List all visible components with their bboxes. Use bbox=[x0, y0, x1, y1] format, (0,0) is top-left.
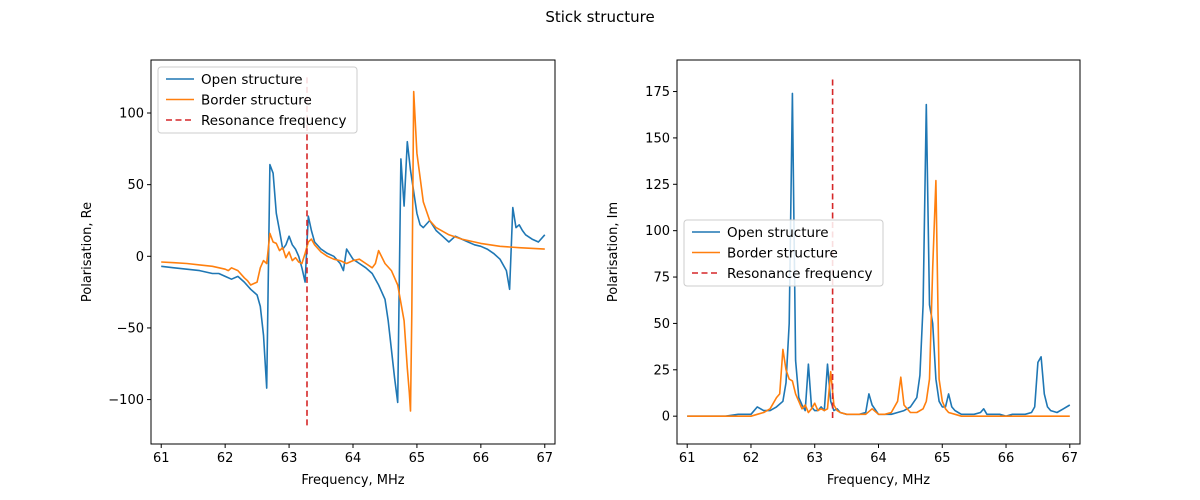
x-tick-label: 65 bbox=[409, 451, 426, 466]
x-tick-label: 63 bbox=[281, 451, 298, 466]
legend-box bbox=[157, 66, 358, 134]
y-tick-label: 75 bbox=[653, 271, 670, 286]
x-tick-label: 63 bbox=[806, 451, 823, 466]
x-tick-label: 64 bbox=[870, 451, 887, 466]
legend-label-1: Border structure bbox=[201, 93, 312, 109]
chart-right-imag: 61 62 63 64 65 66 67 0 25 50 75 100 125 150 175 Frequen… bbox=[606, 59, 1081, 488]
x-axis-label: Frequency, MHz bbox=[827, 473, 930, 488]
figure-title: Stick structure bbox=[545, 8, 654, 26]
series-line-1 bbox=[161, 90, 545, 412]
x-tick-label: 67 bbox=[536, 451, 553, 466]
y-axis-label: Polarisation, Im bbox=[606, 202, 621, 302]
chart-left-real: 61 62 63 64 65 66 67 −100 −50 0 50 100 Frequency, MH… bbox=[80, 59, 556, 488]
x-tick-label: 66 bbox=[473, 451, 490, 466]
legend-box bbox=[683, 219, 884, 287]
x-tick-label: 67 bbox=[1062, 451, 1079, 466]
y-axis-label: Polarisation, Re bbox=[80, 202, 95, 302]
y-tick-label: 0 bbox=[136, 250, 144, 265]
x-tick-label: 61 bbox=[679, 451, 696, 466]
x-tick-label: 66 bbox=[998, 451, 1015, 466]
y-tick-label: 0 bbox=[662, 410, 670, 425]
legend-label-0: Open structure bbox=[727, 225, 829, 241]
y-tick-label: 100 bbox=[119, 107, 144, 122]
x-tick-label: 62 bbox=[743, 451, 760, 466]
legend: Open structure Border structure Resonance … bbox=[157, 66, 358, 134]
series-line-1 bbox=[687, 179, 1070, 418]
y-tick-label: −100 bbox=[108, 393, 144, 408]
y-tick-label: 175 bbox=[645, 85, 670, 100]
x-axis-label: Frequency, MHz bbox=[301, 473, 404, 488]
y-tick-label: 125 bbox=[645, 178, 670, 193]
legend-label-0: Open structure bbox=[201, 72, 303, 88]
y-tick-label: 25 bbox=[653, 363, 670, 378]
y-tick-label: −50 bbox=[117, 321, 144, 336]
series-line-0 bbox=[161, 140, 546, 404]
x-tick-label: 62 bbox=[217, 451, 234, 466]
y-tick-label: 50 bbox=[127, 178, 144, 193]
legend-label-2: Resonance frequency bbox=[201, 113, 347, 129]
legend-label-1: Border structure bbox=[727, 246, 838, 262]
x-tick-label: 65 bbox=[934, 451, 951, 466]
legend-label-2: Resonance frequency bbox=[727, 266, 873, 282]
x-tick-label: 64 bbox=[345, 451, 362, 466]
legend: Open structure Border structure Resonance … bbox=[683, 219, 884, 287]
y-tick-label: 50 bbox=[653, 317, 670, 332]
y-tick-label: 150 bbox=[645, 131, 670, 146]
y-tick-label: 100 bbox=[645, 224, 670, 239]
x-tick-label: 61 bbox=[153, 451, 170, 466]
